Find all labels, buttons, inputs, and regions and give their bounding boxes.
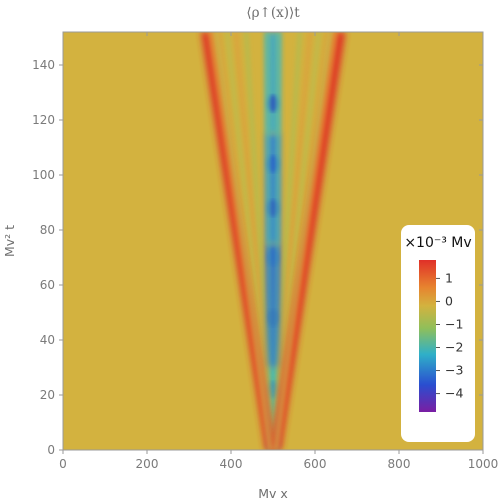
inner-ray-right (271, 32, 313, 450)
y-axis-label: Mv² t (2, 225, 17, 257)
y-axis: 0 20 40 60 80 100 120 140 (32, 58, 483, 457)
x-tick-label: 200 (136, 457, 159, 471)
x-tick-label: 400 (220, 457, 243, 471)
y-tick-label: 120 (32, 113, 55, 127)
light-cone-inner-glow (273, 32, 332, 450)
x-tick-label: 0 (59, 457, 67, 471)
colorbar-tick-label: −1 (445, 316, 463, 331)
inner-ray-left (244, 32, 275, 450)
y-tick-label: 60 (40, 278, 55, 292)
colorbar-legend: ×10⁻³ Mv 1 0 −1 −2 −3 −4 (401, 225, 475, 442)
plot-area (62, 31, 484, 451)
colorbar-tick-label: −4 (445, 386, 463, 401)
colorbar-tick-label: −2 (445, 340, 463, 355)
light-cone-inner-glow (214, 32, 273, 450)
x-tick-label: 600 (304, 457, 327, 471)
heatmap-layer (200, 32, 346, 450)
inner-ray-left (225, 32, 275, 450)
x-axis: 0 200 400 600 800 1000 (59, 32, 498, 471)
chart-title: ⟨ρ↑(x)⟩t (246, 5, 300, 21)
cyan-flank-band (264, 32, 275, 450)
colorbar-tick-label: 0 (445, 293, 453, 308)
x-axis-label: Mv x (258, 486, 288, 501)
y-tick-label: 40 (40, 333, 55, 347)
y-tick-label: 20 (40, 388, 55, 402)
colorbar-gradient (419, 260, 436, 412)
cyan-flank-band (271, 32, 282, 450)
colorbar-title: ×10⁻³ Mv (404, 235, 471, 251)
inner-ray-right (271, 32, 302, 450)
plot-frame (62, 31, 484, 451)
inner-ray-right (271, 32, 321, 450)
y-tick-label: 140 (32, 58, 55, 72)
y-tick-label: 100 (32, 168, 55, 182)
inner-ray-left (233, 32, 275, 450)
colorbar-panel (401, 225, 475, 442)
y-tick-label: 80 (40, 223, 55, 237)
y-tick-label: 0 (47, 443, 55, 457)
x-tick-label: 800 (388, 457, 411, 471)
colorbar-ticks: 1 0 −1 −2 −3 −4 (436, 270, 463, 401)
x-tick-label: 1000 (468, 457, 498, 471)
colorbar-tick-label: 1 (445, 270, 453, 285)
colorbar-tick-label: −3 (445, 363, 463, 378)
